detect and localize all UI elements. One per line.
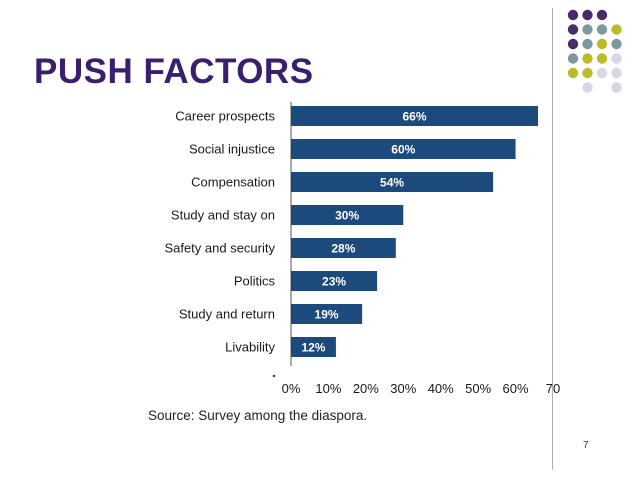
bar-data-label: 28%: [331, 242, 355, 256]
category-tick-label: Career prospects: [175, 109, 275, 124]
category-tick-label: Study and stay on: [171, 208, 275, 223]
category-tick-label: Safety and security: [164, 241, 275, 256]
decorative-dot: [567, 38, 579, 50]
category-tick-label: Livability: [225, 340, 275, 355]
decorative-dot: [611, 82, 622, 93]
x-tick-label: 50%: [465, 381, 491, 396]
category-tick-label: Politics: [234, 274, 276, 289]
decorative-dot: [596, 9, 608, 21]
x-tick-label: 40%: [428, 381, 454, 396]
decorative-dot: [596, 38, 608, 50]
slide-title: PUSH FACTORS: [34, 52, 314, 91]
bar-compensation: [291, 172, 494, 192]
x-tick-label: 70: [546, 381, 560, 396]
decorative-dot: [582, 24, 593, 35]
decorative-dot: [596, 67, 608, 79]
bar-data-label: 30%: [335, 209, 359, 223]
decorative-dot: [582, 82, 593, 93]
decorative-dot: [567, 9, 579, 21]
bar-livability: [291, 337, 336, 357]
bar-data-label: 12%: [301, 341, 325, 355]
axis-origin-mark: [272, 374, 276, 378]
page-number: 7: [583, 440, 589, 451]
category-tick-label: Study and return: [179, 307, 275, 322]
decorative-dot: [582, 53, 593, 64]
decorative-dot: [567, 67, 579, 79]
decorative-dot: [596, 53, 608, 64]
decorative-dot: [582, 9, 593, 21]
bar-data-label: 19%: [315, 308, 339, 322]
decorative-dot: [582, 67, 593, 79]
bar-study-and-stay-on: [291, 205, 404, 225]
decorative-dot-grid: [567, 9, 622, 93]
bar-study-and-return: [291, 304, 363, 324]
x-tick-label: 60%: [503, 381, 529, 396]
decorative-dot: [611, 38, 622, 50]
decorative-dot: [567, 24, 579, 35]
decorative-dot: [567, 53, 579, 64]
decorative-dot: [596, 24, 608, 35]
bar-data-label: 66%: [402, 110, 426, 124]
x-tick-label: 20%: [353, 381, 379, 396]
category-tick-label: Compensation: [191, 175, 275, 190]
bar-data-label: 54%: [380, 176, 404, 190]
vertical-divider: [552, 8, 553, 470]
bar-data-label: 60%: [391, 143, 415, 157]
decorative-dot: [611, 24, 622, 35]
bar-career-prospects: [291, 106, 539, 126]
decorative-dot: [611, 53, 622, 64]
bar-politics: [291, 271, 378, 291]
bar-social-injustice: [291, 139, 516, 159]
x-tick-label: 0%: [282, 381, 301, 396]
bar-data-label: 23%: [322, 275, 346, 289]
x-tick-label: 10%: [315, 381, 341, 396]
x-tick-label: 30%: [390, 381, 416, 396]
decorative-dot: [582, 38, 593, 50]
bar-safety-and-security: [291, 238, 396, 258]
source-note: Source: Survey among the diaspora.: [148, 408, 368, 423]
decorative-dot: [611, 67, 622, 79]
category-tick-label: Social injustice: [189, 142, 275, 157]
